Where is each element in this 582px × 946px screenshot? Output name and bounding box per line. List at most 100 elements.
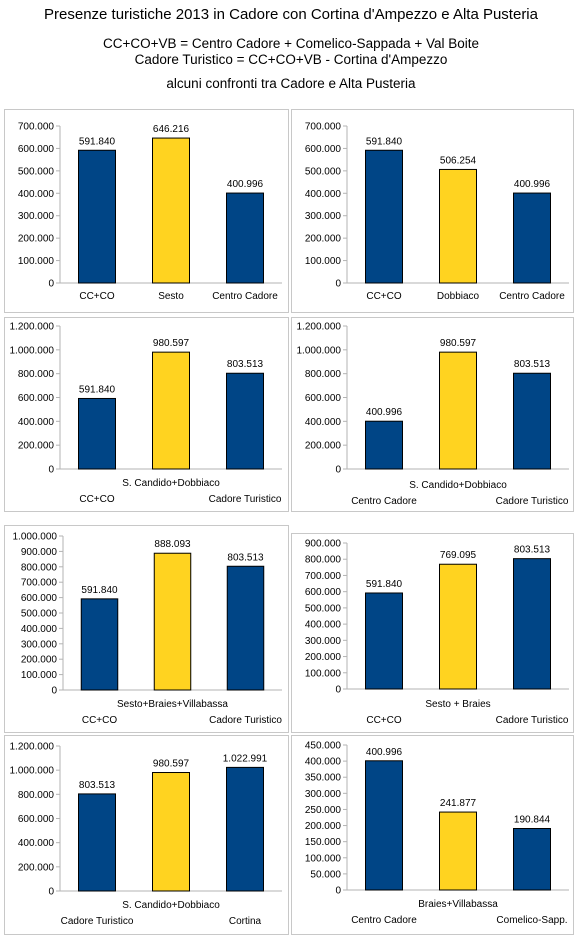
bar-centro-cadore (365, 420, 403, 470)
y-tick-label: 500.000 (305, 166, 342, 177)
y-tick-label: 200.000 (18, 862, 55, 873)
x-tick-label: Sesto (158, 291, 184, 302)
bar-cc-co (365, 592, 403, 690)
y-tick-label: 300.000 (305, 789, 342, 800)
bar-sesto (152, 137, 190, 284)
x-tick-label: CC+CO (366, 291, 402, 302)
x-tick-label: Centro Cadore (499, 291, 565, 302)
x-tick-label: CC+CO (366, 715, 402, 726)
bar-cc-co (78, 149, 116, 284)
y-tick-label: 1.200.000 (10, 742, 55, 753)
data-label: 400.996 (366, 407, 403, 418)
y-tick-label: 600.000 (18, 144, 55, 155)
data-label: 506.254 (440, 155, 477, 166)
bar-cadore-turistico (513, 372, 551, 470)
chart-panel-4: 0 200.000 400.000 600.000 800.000 1.000.000 1.… (291, 317, 574, 512)
y-tick-label: 300.000 (21, 639, 58, 650)
y-tick-label: 0 (48, 279, 54, 290)
y-tick-label: 200.000 (305, 652, 342, 663)
bar-chart-2: 0 100.000 200.000 300.000 400.000 500.000 600.… (305, 122, 569, 302)
y-tick-label: 200.000 (21, 655, 58, 666)
bar-comelico-sapp- (513, 828, 551, 891)
bar-cadore-turistico (78, 793, 116, 892)
y-tick-label: 300.000 (305, 636, 342, 647)
data-label: 769.095 (440, 550, 477, 561)
bar-dobbiaco (439, 168, 477, 284)
y-tick-label: 700.000 (305, 122, 342, 133)
y-tick-label: 450.000 (305, 741, 342, 752)
data-label: 803.513 (514, 545, 551, 556)
x-tick-label: Cadore Turistico (61, 916, 134, 927)
y-tick-label: 800.000 (18, 790, 55, 801)
y-tick-label: 300.000 (18, 211, 55, 222)
data-label: 646.216 (153, 124, 190, 135)
bar-centro-cadore (226, 192, 264, 284)
data-label: 591.840 (366, 136, 403, 147)
y-tick-label: 0 (48, 887, 54, 898)
bar-sesto-braies (439, 563, 477, 690)
data-label: 980.597 (440, 338, 477, 349)
y-tick-label: 400.000 (305, 620, 342, 631)
chart-panel-7: 0 200.000 400.000 600.000 800.000 1.000.000 1.… (4, 735, 289, 935)
data-label: 241.877 (440, 798, 477, 809)
data-label: 980.597 (153, 759, 190, 770)
y-tick-label: 50.000 (310, 869, 341, 880)
page-title: Presenze turistiche 2013 in Cadore con C… (44, 6, 538, 23)
bar-centro-cadore (365, 760, 403, 891)
chart-panel-8: 0 50.000 100.000 150.000 200.000 250.000 300.0… (291, 735, 574, 935)
bar-cc-co (365, 149, 403, 284)
y-tick-label: 700.000 (21, 578, 58, 589)
x-tick-label: CC+CO (79, 291, 115, 302)
y-tick-label: 0 (335, 279, 341, 290)
x-tick-label: Cortina (229, 916, 262, 927)
data-label: 1.022.991 (223, 753, 268, 764)
bar-braies-villabassa (439, 811, 477, 891)
subtitle-definition-cc-co-vb: CC+CO+VB = Centro Cadore + Comelico-Sapp… (102, 36, 480, 51)
y-tick-label: 600.000 (18, 393, 55, 404)
y-tick-label: 400.000 (21, 624, 58, 635)
x-tick-label: S. Candido+Dobbiaco (122, 900, 220, 911)
chart-panel-1: 0 100.000 200.000 300.000 400.000 500.000 600.… (4, 109, 289, 313)
y-tick-label: 1.200.000 (297, 322, 342, 333)
data-label: 400.996 (366, 747, 403, 758)
bar-chart-8: 0 50.000 100.000 150.000 200.000 250.000 300.0… (305, 741, 569, 926)
chart-panel-5: 0 100.000 200.000 300.000 400.000 500.000 600.… (4, 525, 289, 733)
bar-s-candido-dobbiaco (439, 351, 477, 470)
bar-s-candido-dobbiaco (152, 772, 190, 892)
data-label: 803.513 (227, 552, 264, 563)
x-tick-label: Braies+Villabassa (418, 899, 498, 910)
bar-cadore-turistico (513, 558, 551, 690)
x-tick-label: Cadore Turistico (496, 715, 569, 726)
y-tick-label: 1.000.000 (10, 345, 55, 356)
bar-chart-7: 0 200.000 400.000 600.000 800.000 1.000.000 1.… (10, 742, 282, 927)
x-tick-label: Cadore Turistico (209, 494, 282, 505)
y-tick-label: 100.000 (305, 256, 342, 267)
y-tick-label: 0 (335, 685, 341, 696)
chart-panel-6: 0 100.000 200.000 300.000 400.000 500.000 600.… (291, 533, 574, 733)
y-tick-label: 600.000 (305, 393, 342, 404)
y-tick-label: 900.000 (21, 547, 58, 558)
data-label: 803.513 (79, 780, 116, 791)
y-tick-label: 500.000 (305, 603, 342, 614)
y-tick-label: 200.000 (305, 821, 342, 832)
subtitle-definition-cadore-turistico: Cadore Turistico = CC+CO+VB - Cortina d'… (134, 52, 448, 67)
y-tick-label: 400.000 (305, 417, 342, 428)
data-label: 400.996 (227, 179, 264, 190)
bar-chart-3: 0 200.000 400.000 600.000 800.000 1.000.000 1.… (10, 322, 282, 505)
y-tick-label: 200.000 (305, 234, 342, 245)
data-label: 980.597 (153, 338, 190, 349)
y-tick-label: 0 (335, 465, 341, 476)
data-label: 888.093 (154, 539, 191, 550)
bar-chart-4: 0 200.000 400.000 600.000 800.000 1.000.000 1.… (297, 322, 569, 507)
subtitle-comparisons: alcuni confronti tra Cadore e Alta Puste… (166, 76, 416, 91)
y-tick-label: 100.000 (18, 256, 55, 267)
y-tick-label: 250.000 (305, 805, 342, 816)
chart-panel-3: 0 200.000 400.000 600.000 800.000 1.000.000 1.… (4, 317, 289, 512)
bar-sesto-braies-villabassa (153, 552, 192, 691)
y-tick-label: 200.000 (305, 441, 342, 452)
y-tick-label: 600.000 (305, 587, 342, 598)
y-tick-label: 100.000 (305, 853, 342, 864)
x-tick-label: Dobbiaco (437, 291, 480, 302)
y-tick-label: 800.000 (21, 562, 58, 573)
x-tick-label: Cadore Turistico (209, 715, 282, 726)
